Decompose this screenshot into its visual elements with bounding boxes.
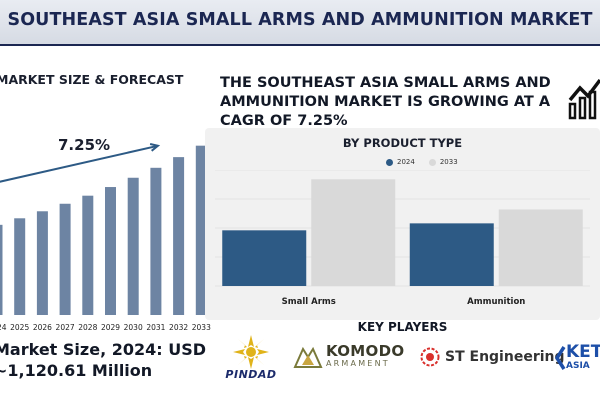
st-engineering-emblem-icon (420, 347, 440, 367)
growth-headline: THE SOUTHEAST ASIA SMALL ARMS AND AMMUNI… (220, 75, 551, 129)
forecast-bar-2032 (173, 157, 185, 315)
forecast-bar-2024 (0, 224, 3, 315)
forecast-bar-2031 (150, 167, 162, 315)
legend-item-2033: 2033 (428, 158, 458, 166)
category-label-ammunition: Ammunition (467, 297, 525, 307)
chart-legend: 2024 2033 (386, 158, 458, 166)
market-size-line-1: Market Size, 2024: USD (0, 340, 207, 359)
bar-small-arms-2024 (222, 230, 307, 286)
x-tick-label-2024: 2024 (0, 323, 7, 332)
forecast-bar-2033 (195, 145, 207, 315)
x-tick-label-2031: 2031 (146, 323, 165, 332)
forecast-bar-2028 (82, 195, 94, 315)
x-tick-label-2028: 2028 (78, 323, 97, 332)
legend-label-2033: 2033 (439, 158, 458, 166)
x-tick-label-2027: 2027 (56, 323, 75, 332)
pindad-emblem-icon (233, 335, 269, 369)
legend-swatch-2024 (386, 158, 393, 166)
legend-swatch-2033 (428, 158, 436, 166)
ket-subtitle: ASIA (566, 361, 590, 371)
bar-ammunition-2033 (498, 209, 583, 286)
komodo-emblem-icon (293, 346, 323, 368)
komodo-subtitle: ARMAMENT (326, 359, 390, 368)
market-size-line-2: ~1,120.61 Million (0, 361, 153, 380)
forecast-bar-2029 (105, 187, 116, 315)
key-players-title: KEY PLAYERS (357, 320, 448, 334)
ket-wordmark: KET (566, 342, 600, 362)
forecast-bar-2027 (59, 203, 71, 315)
ket-asia-logo: KET ASIA (554, 344, 600, 371)
x-tick-label-2025: 2025 (10, 323, 29, 332)
product-type-title: BY PRODUCT TYPE (342, 136, 463, 150)
komodo-logo: KOMODO ARMAMENT (293, 344, 404, 369)
ket-chevron-icon (554, 345, 566, 370)
page-title: SOUTHEAST ASIA SMALL ARMS AND AMMUNITION… (7, 10, 593, 30)
x-tick-label-2032: 2032 (169, 323, 188, 332)
market-size-heading: MARKET SIZE & FORECAST (0, 72, 184, 87)
pindad-logo: PINDAD (218, 334, 284, 384)
bar-ammunition-2024 (409, 223, 494, 286)
st-engineering-logo: ST Engineering (420, 347, 565, 367)
category-label-small-arms: Small Arms (282, 297, 336, 307)
title-bar: SOUTHEAST ASIA SMALL ARMS AND AMMUNITION… (0, 0, 600, 46)
product-type-chart: Small Arms Ammunition (215, 170, 590, 307)
pindad-wordmark: PINDAD (225, 368, 277, 381)
x-tick-label-2026: 2026 (33, 323, 52, 332)
forecast-bar-2026 (36, 211, 48, 315)
trend-chart-icon (568, 78, 600, 120)
st-engineering-wordmark: ST Engineering (445, 349, 565, 365)
cagr-label: 7.25% (58, 136, 111, 154)
x-tick-label-2029: 2029 (101, 323, 120, 332)
forecast-bar-2030 (127, 177, 139, 315)
bar-small-arms-2033 (311, 179, 396, 286)
growth-arrow-line (0, 144, 159, 183)
legend-label-2024: 2024 (397, 158, 415, 166)
forecast-bar-2025 (14, 218, 26, 315)
x-tick-label-2030: 2030 (124, 323, 143, 332)
title-underline (0, 44, 600, 46)
komodo-wordmark: KOMODO (326, 342, 405, 360)
growth-arrow-head (149, 143, 161, 152)
legend-item-2024: 2024 (386, 158, 415, 166)
x-tick-label-2033: 2033 (192, 323, 211, 332)
